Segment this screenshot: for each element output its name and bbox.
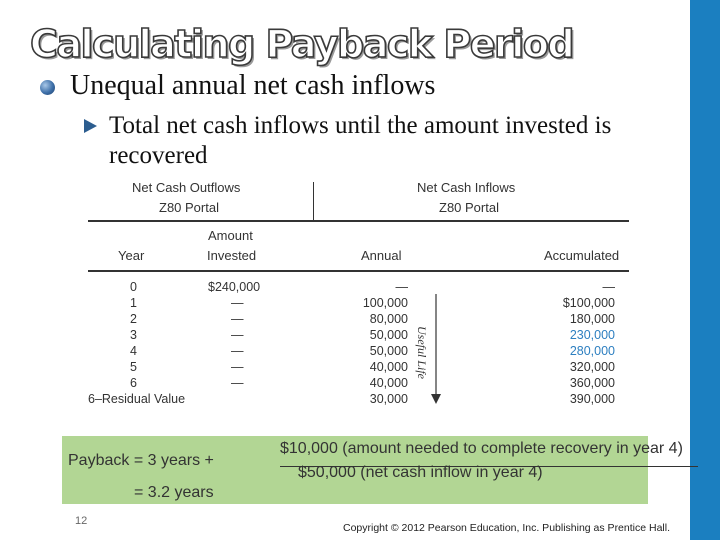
cell-annual: 50,000 [369, 328, 408, 342]
copyright-notice: Copyright © 2012 Pearson Education, Inc.… [343, 522, 671, 534]
cell-invested: — [231, 296, 244, 310]
cell-invested: — [231, 376, 244, 390]
col-amount-line1: Amount [208, 228, 253, 243]
inflows-header: Net Cash Inflows [417, 180, 516, 195]
col-year: Year [118, 248, 145, 263]
cell-year: 0 [130, 280, 137, 294]
cell-year: 5 [130, 360, 137, 374]
cell-accumulated: 320,000 [569, 360, 615, 374]
header-rule-bottom [88, 270, 629, 272]
cell-invested: — [231, 312, 244, 326]
cell-accumulated: 360,000 [569, 376, 615, 390]
cell-annual: 100,000 [362, 296, 408, 310]
formula-denominator: $50,000 (net cash inflow in year 4) [298, 464, 543, 481]
cell-invested: — [231, 328, 244, 342]
col-annual: Annual [361, 248, 402, 263]
cell-year: 6 [130, 376, 137, 390]
formula-numerator: $10,000 (amount needed to complete recov… [280, 440, 683, 457]
fraction-bar [280, 466, 698, 467]
header-rule-top [88, 220, 629, 222]
cell-annual: 40,000 [369, 376, 408, 390]
cell-year: 6–Residual Value [88, 392, 186, 406]
group-divider [313, 182, 314, 220]
bullet-arrow-icon [84, 119, 97, 133]
page-number: 12 [75, 515, 88, 527]
cell-year: 3 [130, 328, 137, 342]
cell-accumulated: 180,000 [569, 312, 615, 326]
cell-accumulated: 390,000 [569, 392, 615, 406]
cell-accumulated: 280,000 [569, 344, 615, 358]
cell-invested: — [231, 344, 244, 358]
cell-annual: 50,000 [369, 344, 408, 358]
cell-annual: 40,000 [369, 360, 408, 374]
cell-annual: — [395, 280, 409, 294]
slide-title: Calculating Payback Period [29, 21, 575, 67]
cell-accumulated: — [602, 280, 616, 294]
bullet-level1-text: Unequal annual net cash inflows [70, 70, 436, 101]
col-accumulated: Accumulated [544, 248, 620, 263]
formula-result: = 3.2 years [134, 484, 214, 501]
useful-life-label: Useful Life [415, 326, 429, 379]
cell-year: 1 [130, 296, 137, 310]
col-amount-line2: Invested [207, 248, 257, 263]
inflows-subheader: Z80 Portal [439, 200, 499, 215]
cash-flow-table: Net Cash Outflows Z80 Portal Net Cash In… [84, 176, 633, 420]
outflows-header: Net Cash Outflows [132, 180, 241, 195]
bullet-dot-icon [40, 80, 55, 95]
payback-formula-box: $10,000 (amount needed to complete recov… [62, 436, 698, 504]
cell-annual: 80,000 [369, 312, 408, 326]
cell-annual: 30,000 [369, 392, 408, 406]
cell-invested: $240,000 [208, 280, 261, 294]
outflows-subheader: Z80 Portal [159, 200, 219, 215]
cell-year: 2 [130, 312, 137, 326]
cell-invested: — [231, 360, 244, 374]
right-accent-bar [690, 0, 720, 540]
formula-lhs: Payback = 3 years + [68, 452, 214, 469]
bullet-level2-text: Total net cash inflows until the amount … [109, 112, 612, 169]
useful-life-arrow-icon [431, 294, 441, 404]
cell-year: 4 [130, 344, 137, 358]
cell-accumulated: 230,000 [569, 328, 615, 342]
cell-accumulated: $100,000 [562, 296, 615, 310]
